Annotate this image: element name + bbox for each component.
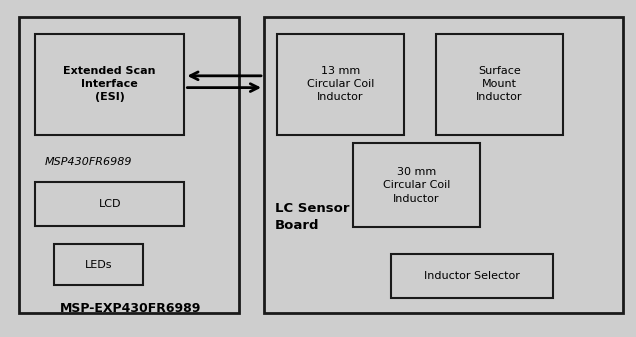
FancyBboxPatch shape [19,17,238,313]
FancyBboxPatch shape [436,34,563,135]
Text: 13 mm
Circular Coil
Inductor: 13 mm Circular Coil Inductor [307,66,374,102]
FancyBboxPatch shape [54,244,143,285]
Text: MSP430FR6989: MSP430FR6989 [45,157,132,167]
Text: Surface
Mount
Inductor: Surface Mount Inductor [476,66,523,102]
Text: LC Sensor
Board: LC Sensor Board [275,202,349,233]
FancyBboxPatch shape [277,34,404,135]
Text: LEDs: LEDs [85,259,113,270]
FancyBboxPatch shape [35,182,184,226]
Text: LCD: LCD [99,199,121,209]
Text: Inductor Selector: Inductor Selector [424,271,520,281]
FancyBboxPatch shape [35,34,184,135]
Text: 30 mm
Circular Coil
Inductor: 30 mm Circular Coil Inductor [383,167,450,204]
FancyBboxPatch shape [353,143,480,227]
Text: Extended Scan
Interface
(ESI): Extended Scan Interface (ESI) [64,66,156,102]
FancyBboxPatch shape [264,17,623,313]
Text: MSP-EXP430FR6989: MSP-EXP430FR6989 [60,302,201,315]
FancyBboxPatch shape [391,254,553,298]
